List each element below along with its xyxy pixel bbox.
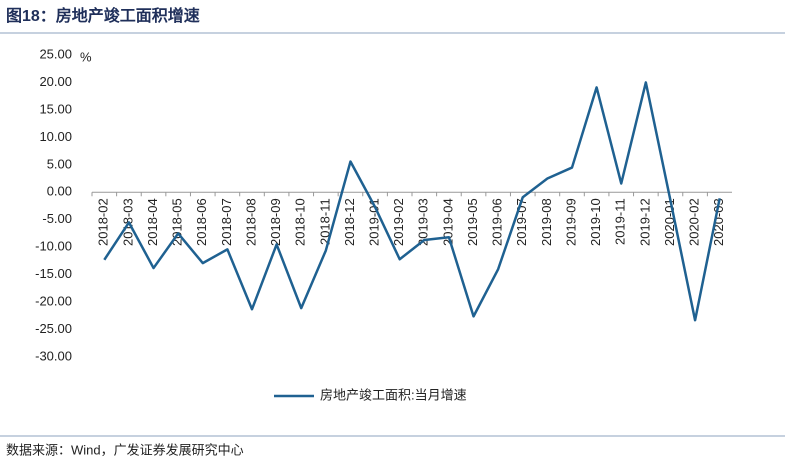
x-tick-label: 2019-09 (563, 198, 578, 246)
y-tick-label: -10.00 (35, 239, 72, 254)
x-tick-label: 2018-07 (219, 198, 234, 246)
y-tick-label: -25.00 (35, 321, 72, 336)
source: 数据来源：Wind，广发证券发展研究中心 (6, 442, 244, 457)
legend-label: 房地产竣工面积:当月增速 (320, 387, 467, 402)
y-tick-label: -20.00 (35, 294, 72, 309)
x-tick-label: 2018-04 (145, 198, 160, 246)
y-tick-label: 10.00 (39, 129, 72, 144)
y-tick-label: -30.00 (35, 348, 72, 363)
y-tick-label: 15.00 (39, 101, 72, 116)
x-tick-label: 2019-07 (514, 198, 529, 246)
x-tick-label: 2018-12 (342, 198, 357, 246)
x-tick-label: 2019-03 (416, 198, 431, 246)
x-tick-label: 2019-12 (637, 198, 652, 246)
series-line (103, 81, 721, 322)
x-tick-label: 2018-09 (268, 198, 283, 246)
y-tick-label: 0.00 (47, 184, 72, 199)
x-tick-label: 2019-06 (490, 198, 505, 246)
x-tick-label: 2018-10 (293, 198, 308, 246)
x-tick-label: 2019-11 (613, 198, 628, 245)
x-tick-label: 2020-03 (711, 198, 726, 246)
x-tick-label: 2019-08 (539, 198, 554, 246)
x-tick-label: 2018-11 (317, 198, 332, 245)
chart-title: 图18：房地产竣工面积增速 (6, 6, 200, 25)
x-tick-label: 2019-10 (588, 198, 603, 246)
x-tick-label: 2018-05 (170, 198, 185, 246)
y-tick-label: 5.00 (47, 156, 72, 171)
y-tick-label: -15.00 (35, 266, 72, 281)
x-tick-label: 2020-02 (687, 198, 702, 246)
x-tick-label: 2019-04 (440, 198, 455, 246)
x-tick-label: 2019-02 (391, 198, 406, 246)
x-tick-label: 2018-08 (243, 198, 258, 246)
y-axis-label: % (80, 49, 92, 64)
x-tick-label: 2018-06 (194, 198, 209, 246)
y-tick-label: 20.00 (39, 74, 72, 89)
x-tick-label: 2019-05 (465, 198, 480, 246)
y-tick-label: 25.00 (39, 46, 72, 61)
x-tick-label: 2018-02 (96, 198, 111, 246)
y-tick-label: -5.00 (42, 211, 72, 226)
